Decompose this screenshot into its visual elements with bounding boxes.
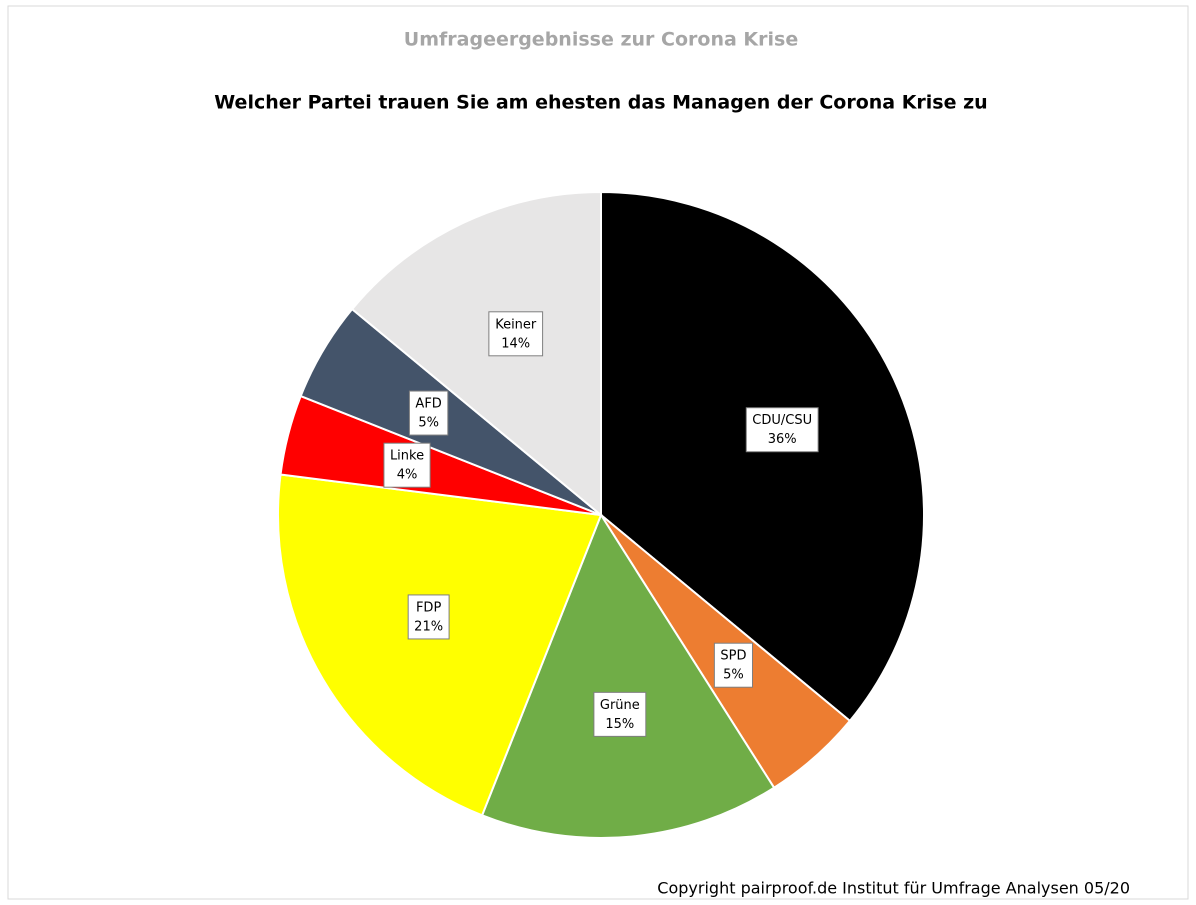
pie-slice [480,512,776,839]
label-value: 4% [397,468,418,483]
pie-slice [600,190,925,723]
label-box [713,642,753,688]
label-value: 36% [768,432,797,447]
data-label: Grüne 15% [593,691,647,737]
label-name: Keiner [495,317,537,332]
data-label: Keiner 14% [488,311,544,357]
label-box [408,390,449,436]
data-label: FDP 21% [407,594,450,640]
data-label: SPD 5% [713,642,753,688]
pie-slice [277,473,603,817]
label-value: 5% [418,416,439,431]
label-name: AFD [415,397,441,412]
copyright: Copyright pairproof.de Institut für Umfr… [657,879,1130,898]
label-box [593,691,647,737]
label-name: Linke [390,449,424,464]
data-label: AFD 5% [408,390,449,436]
label-value: 14% [501,336,530,351]
label-box [488,311,544,357]
data-label: CDU/CSU 36% [745,407,819,453]
label-box [745,407,819,453]
pie-slice [350,190,602,518]
label-value: 15% [605,717,634,732]
label-name: CDU/CSU [752,413,812,428]
data-label: Linke 4% [383,442,431,488]
label-value: 21% [414,619,443,634]
label-box [383,442,431,488]
label-name: FDP [416,600,441,615]
label-value: 5% [723,668,744,683]
label-name: Grüne [600,698,640,713]
label-box [407,594,450,640]
label-name: SPD [720,649,746,664]
chart-title: Umfrageergebnisse zur Corona Krise [404,29,798,51]
chart-subtitle: Welcher Partei trauen Sie am ehesten das… [214,92,987,114]
